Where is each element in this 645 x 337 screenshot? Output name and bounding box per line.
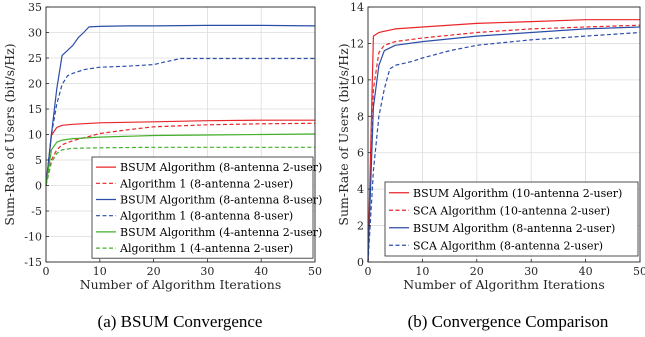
y-tick-label: 2 (357, 220, 364, 233)
x-tick-label: 20 (147, 265, 161, 278)
legend-entry: Algorithm 1 (4-antenna 2-user) (119, 242, 293, 255)
y-tick-label: 10 (28, 129, 42, 142)
legend-entry: BSUM Algorithm (8-antenna 2-user) (413, 222, 615, 235)
y-tick-label: 8 (357, 110, 364, 123)
y-axis-label: Sum-Rate of Users (bit/s/Hz) (336, 43, 351, 225)
legend-entry: BSUM Algorithm (4-antenna 2-user) (120, 226, 322, 239)
plot-frame (367, 6, 641, 263)
x-tick-label: 0 (43, 265, 50, 278)
x-axis-label: Number of Algorithm Iterations (403, 277, 605, 292)
y-tick-label: 10 (350, 74, 364, 87)
series-line-5 (45, 133, 316, 186)
y-tick-label: 0 (35, 180, 42, 193)
x-tick-label: 20 (470, 265, 484, 278)
series-line-4 (45, 57, 315, 186)
x-tick-label: 50 (633, 265, 645, 278)
y-tick-label: 14 (350, 1, 364, 14)
series-line-2 (367, 24, 641, 263)
legend-entry: SCA Algorithm (8-antenna 2-user) (413, 239, 603, 252)
legend-entry: BSUM Algorithm (8-antenna 8-user) (120, 194, 322, 207)
y-tick-label: 15 (28, 103, 42, 116)
series-line-1 (367, 19, 640, 263)
legend: BSUM Algorithm (8-antenna 2-user) Algorit… (91, 156, 322, 259)
series-line-3 (45, 24, 316, 186)
series-line-3 (367, 26, 641, 263)
y-tick-label: 12 (350, 37, 364, 50)
x-tick-label: 50 (308, 265, 322, 278)
y-axis-label: Sum-Rate of Users (bit/s/Hz) (2, 43, 17, 225)
y-tick-label: -15 (24, 256, 42, 269)
y-tick-label: 6 (357, 147, 364, 160)
legend-entry: Algorithm 1 (8-antenna 8-user) (119, 210, 293, 223)
legend-entry: Algorithm 1 (8-antenna 2-user) (119, 177, 293, 190)
series-line-1 (45, 119, 315, 186)
x-tick-label: 40 (254, 265, 268, 278)
x-axis-label: Number of Algorithm Iterations (80, 277, 282, 292)
x-tick-label: 40 (579, 265, 593, 278)
legend: BSUM Algorithm (10-antenna 2-user) SCA Al… (384, 181, 639, 257)
y-tick-label: 35 (28, 1, 42, 14)
y-tick-label: 30 (28, 27, 42, 40)
chart-2: 0 10 20 30 40 50 0 2 4 6 8 10 12 14 Number of Algorith… (336, 1, 645, 331)
y-tick-label: 5 (35, 154, 42, 167)
legend-entry: BSUM Algorithm (8-antenna 2-user) (120, 161, 322, 174)
y-tick-label: -5 (31, 205, 42, 218)
legend-box (91, 156, 314, 259)
legend-entry: BSUM Algorithm (10-antenna 2-user) (413, 187, 622, 200)
x-tick-label: 10 (415, 265, 429, 278)
y-tick-label: 4 (357, 183, 364, 196)
series-line-4 (367, 31, 641, 263)
legend-box (384, 181, 639, 257)
y-tick-label: 25 (28, 52, 42, 65)
x-tick-label: 0 (365, 265, 372, 278)
x-tick-label: 30 (200, 265, 214, 278)
x-tick-label: 10 (93, 265, 107, 278)
y-tick-label: 0 (357, 256, 364, 269)
x-tick-label: 30 (524, 265, 538, 278)
legend-entry: SCA Algorithm (10-antenna 2-user) (413, 204, 610, 217)
y-tick-label: 20 (28, 78, 42, 91)
chart-1: 0 10 20 30 40 50 -15 -10 -5 0 5 10 15 20 25 30 35 Number … (2, 1, 322, 331)
series-line-6 (45, 146, 315, 186)
y-tick-label: -10 (24, 231, 42, 244)
subfigure-caption: (b) Convergence Comparison (408, 312, 609, 331)
subfigure-caption: (a) BSUM Convergence (98, 312, 263, 331)
series-line-2 (45, 122, 316, 186)
